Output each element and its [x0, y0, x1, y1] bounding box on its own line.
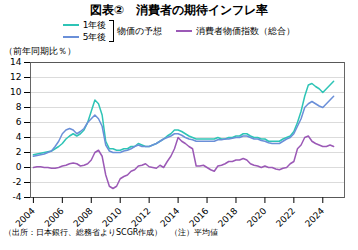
svg-text:-4: -4: [13, 192, 22, 202]
svg-text:12: 12: [10, 72, 21, 82]
svg-text:2014: 2014: [158, 206, 181, 227]
svg-text:10: 10: [10, 87, 22, 97]
html-text:5年後: 5年後: [82, 32, 107, 42]
html-text:物価の予想: 物価の予想: [117, 26, 163, 36]
html-text:図表② 消費者の期待インフレ率: 図表② 消費者の期待インフレ率: [89, 3, 269, 17]
svg-text:2: 2: [16, 147, 22, 157]
html-text:（出所：日本銀行、総務省よりSCGR作成） （注）平均値: （出所：日本銀行、総務省よりSCGR作成） （注）平均値: [4, 228, 219, 237]
svg-text:2004: 2004: [14, 206, 37, 227]
svg-text:4: 4: [16, 132, 22, 142]
svg-text:2010: 2010: [100, 206, 123, 227]
svg-text:（前年同期比％）: （前年同期比％）: [4, 46, 76, 56]
svg-text:2024: 2024: [303, 206, 326, 227]
svg-text:2022: 2022: [274, 206, 297, 227]
svg-text:2020: 2020: [245, 206, 268, 227]
svg-text:14: 14: [10, 57, 22, 67]
svg-text:2012: 2012: [129, 206, 152, 227]
svg-text:2018: 2018: [216, 206, 239, 227]
html-text:1年後: 1年後: [82, 20, 107, 30]
html-text:消費者物価指数（総合）: 消費者物価指数（総合）: [196, 26, 296, 36]
svg-text:2008: 2008: [71, 206, 94, 227]
svg-text:8: 8: [16, 102, 22, 112]
svg-text:-2: -2: [13, 177, 22, 187]
svg-text:2006: 2006: [43, 206, 66, 227]
svg-text:2016: 2016: [187, 206, 210, 227]
svg-text:0: 0: [16, 162, 22, 172]
svg-text:6: 6: [16, 117, 22, 127]
